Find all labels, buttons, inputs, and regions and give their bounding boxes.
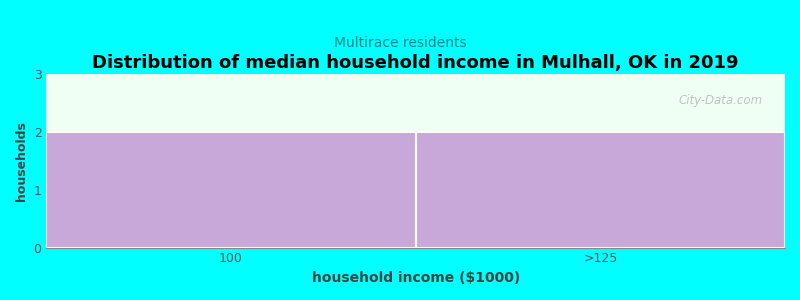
Bar — [46, 132, 416, 247]
Y-axis label: households: households — [15, 121, 28, 200]
Title: Distribution of median household income in Mulhall, OK in 2019: Distribution of median household income … — [93, 54, 739, 72]
Bar — [416, 132, 785, 247]
X-axis label: household income ($1000): household income ($1000) — [311, 271, 520, 285]
Text: City-Data.com: City-Data.com — [678, 94, 763, 107]
Text: Multirace residents: Multirace residents — [334, 36, 466, 50]
